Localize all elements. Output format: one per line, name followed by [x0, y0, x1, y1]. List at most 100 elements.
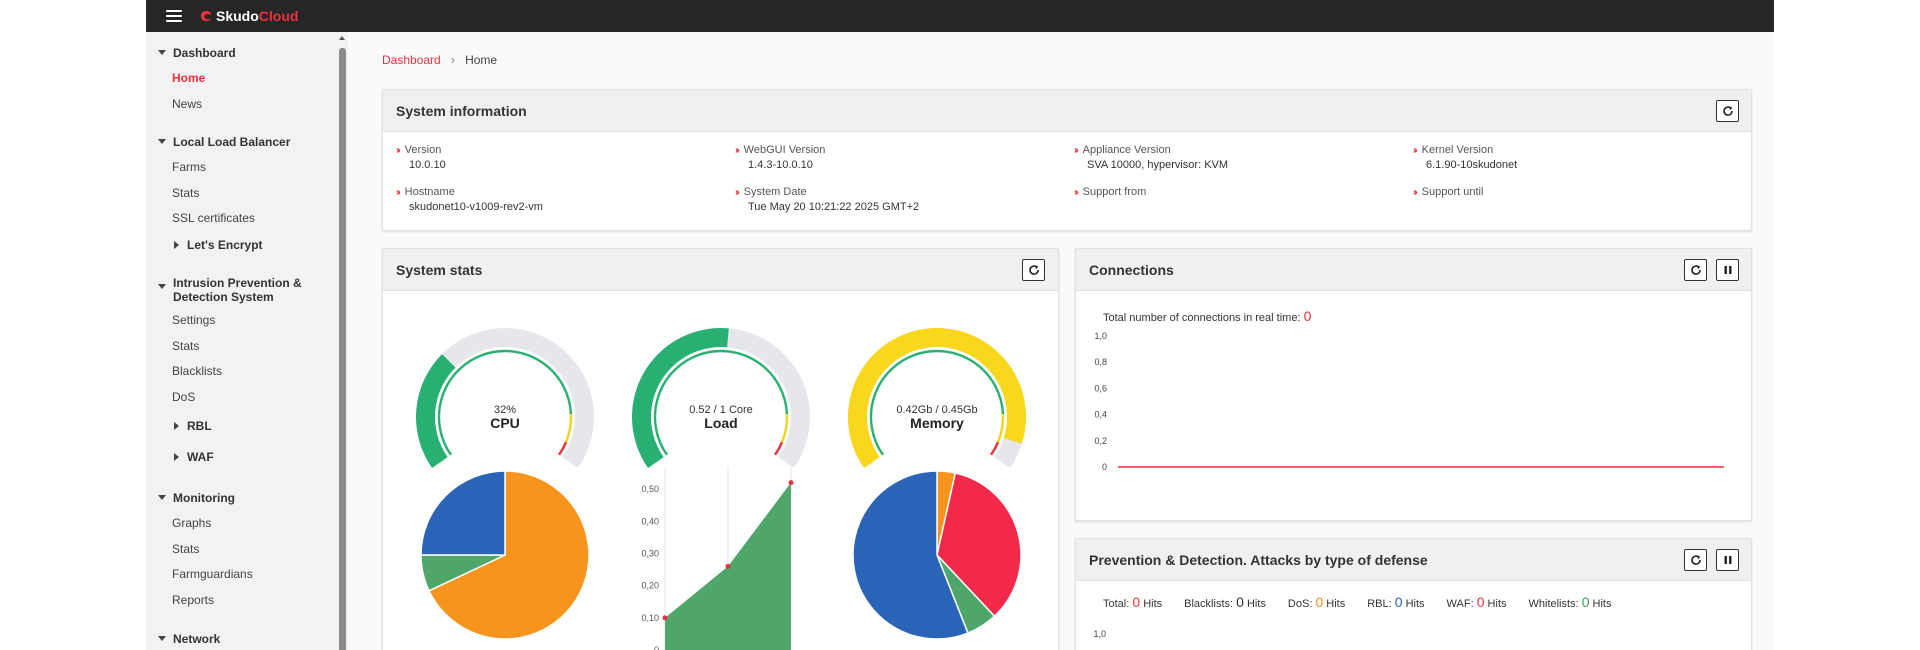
y-tick-label: 0,40: [641, 516, 659, 526]
attack-stat-label: Total:: [1103, 598, 1133, 610]
refresh-button[interactable]: [1684, 549, 1707, 571]
sidebar-group-dashboard[interactable]: Dashboard: [158, 46, 236, 60]
sidebar-group-network[interactable]: Network: [158, 632, 220, 646]
attack-stat: DoS: 0 Hits: [1288, 594, 1345, 610]
chevron-down-icon: [158, 50, 166, 55]
info-value: SVA 10000, hypervisor: KVM: [1087, 159, 1229, 171]
attack-stat-count: 0: [1476, 594, 1485, 610]
sidebar-item-lets-encrypt[interactable]: Let's Encrypt: [174, 238, 263, 252]
refresh-button[interactable]: [1716, 100, 1739, 122]
attack-stat-count: 0: [1236, 594, 1244, 610]
info-label: Support until: [1421, 186, 1484, 198]
attack-stat-suffix: Hits: [1140, 598, 1163, 610]
data-point: [662, 615, 668, 621]
breadcrumb-dashboard[interactable]: Dashboard: [382, 52, 441, 67]
sidebar-item-ips-stats[interactable]: Stats: [172, 339, 200, 353]
sidebar-item-settings[interactable]: Settings: [172, 313, 216, 327]
y-tick-label: 0,6: [1094, 383, 1107, 393]
pause-icon: [1724, 266, 1731, 274]
sidebar-item-farms[interactable]: Farms: [172, 160, 206, 174]
sidebar-item-waf[interactable]: WAF: [174, 450, 214, 464]
y-tick-label: 0,8: [1094, 357, 1107, 367]
info-label: System Date: [743, 186, 807, 198]
panel-header: System information: [383, 90, 1751, 132]
data-point: [725, 563, 731, 569]
attacks-panel: Prevention & Detection. Attacks by type …: [1075, 538, 1752, 650]
sidebar-scrollbar-thumb[interactable]: [339, 48, 346, 650]
sidebar-group-label: Local Load Balancer: [173, 135, 291, 149]
sidebar-item-blacklists[interactable]: Blacklists: [172, 364, 223, 378]
app-logo[interactable]: Skudo Cloud: [198, 8, 298, 24]
sidebar-item-dos[interactable]: DoS: [172, 390, 196, 404]
sidebar-item-ssl-certificates[interactable]: SSL certificates: [172, 211, 255, 225]
gauge-band-red: [990, 441, 1000, 456]
sidebar-item-farmguardians[interactable]: Farmguardians: [172, 567, 253, 581]
chevron-double-icon: ››: [1413, 144, 1417, 156]
chevron-right-icon: [174, 453, 179, 461]
sidebar-sub-label: RBL: [187, 419, 212, 433]
attack-stat-label: DoS:: [1287, 598, 1316, 610]
chevron-down-icon: [158, 495, 166, 500]
pause-button[interactable]: [1716, 259, 1739, 281]
sidebar-item-reports[interactable]: Reports: [172, 593, 215, 607]
info-label: Kernel Version: [1421, 144, 1494, 156]
info-system-date: ›› System Date Tue May 20 10:21:22 2025 GM…: [735, 186, 920, 213]
gauge-band-yellow: [996, 414, 1005, 443]
panel-title: Connections: [1089, 261, 1174, 278]
info-value: Tue May 20 10:21:22 2025 GMT+2: [748, 201, 920, 213]
attack-stat-count: 0: [1394, 594, 1403, 610]
chevron-double-icon: ››: [1074, 144, 1078, 156]
sidebar-item-rbl[interactable]: RBL: [174, 419, 212, 433]
sidebar-group-monitoring[interactable]: Monitoring: [158, 491, 235, 505]
attack-stat: RBL: 0 Hits: [1367, 594, 1424, 610]
chevron-double-icon: ››: [396, 186, 400, 198]
sidebar-group-label: Network: [173, 632, 221, 646]
sidebar-item-news[interactable]: News: [172, 97, 203, 111]
menu-icon[interactable]: [166, 10, 182, 22]
sidebar-item-home[interactable]: Home: [172, 71, 206, 85]
sidebar-item-monitoring-stats[interactable]: Stats: [172, 542, 200, 556]
y-tick-label: 0: [1102, 462, 1107, 472]
refresh-button[interactable]: [1684, 259, 1707, 281]
chevron-down-icon: [158, 139, 166, 144]
chevron-double-icon: ››: [1074, 186, 1078, 198]
attack-stat: Whitelists: 0 Hits: [1529, 594, 1612, 610]
gauge-band-red: [558, 441, 568, 456]
panel-title: Prevention & Detection. Attacks by type …: [1089, 551, 1428, 568]
sidebar-group-local-load-balancer[interactable]: Local Load Balancer: [158, 135, 290, 149]
sidebar-group-ips[interactable]: Intrusion Prevention & Detection System: [158, 276, 302, 304]
load-area-chart: 00,100,200,300,400,5015 min5 min1 min: [641, 467, 794, 650]
gauge-label: Load: [704, 415, 737, 431]
refresh-button[interactable]: [1022, 259, 1045, 281]
connections-chart: 1,0 0,8 0,6 0,4 0,2 0: [1094, 331, 1724, 472]
chevron-right-icon: [174, 241, 179, 249]
pie-slice: [936, 472, 1022, 618]
breadcrumb-home: Home: [465, 52, 498, 67]
sidebar-group-label: Intrusion Prevention & Detection System: [173, 276, 302, 304]
logo-text-cloud: Cloud: [258, 8, 299, 24]
scroll-up-icon[interactable]: [339, 36, 345, 40]
system-information-panel: System information ›› Version 10.0.10 ›› We…: [382, 89, 1752, 231]
panel-header: Prevention & Detection. Attacks by type …: [1076, 539, 1751, 581]
y-tick-label: 1,0: [1094, 331, 1107, 341]
gauge-fill: [416, 354, 456, 469]
pie-chart-2: [852, 470, 1022, 640]
sidebar-item-stats[interactable]: Stats: [172, 186, 200, 200]
y-tick-label: 0,50: [641, 484, 659, 494]
info-value: skudonet10-v1009-rev2-vm: [409, 201, 543, 213]
info-version: ›› Version 10.0.10: [396, 144, 446, 171]
sidebar-item-graphs[interactable]: Graphs: [172, 516, 212, 530]
chevron-double-icon: ››: [735, 186, 739, 198]
top-bar: Skudo Cloud: [146, 0, 1774, 32]
refresh-icon: [1028, 265, 1039, 275]
pie-slice: [427, 470, 590, 640]
sidebar-scrollbar[interactable]: [336, 32, 348, 650]
data-point: [788, 480, 794, 486]
pause-button[interactable]: [1716, 549, 1739, 571]
attack-stat-suffix: Hits: [1589, 598, 1612, 610]
breadcrumb: Dashboard › Home: [382, 52, 497, 67]
attack-stat-label: Blacklists:: [1184, 598, 1237, 610]
y-tick-label: 0,2: [1094, 436, 1107, 446]
attack-stat: Blacklists: 0 Hits: [1184, 594, 1266, 610]
